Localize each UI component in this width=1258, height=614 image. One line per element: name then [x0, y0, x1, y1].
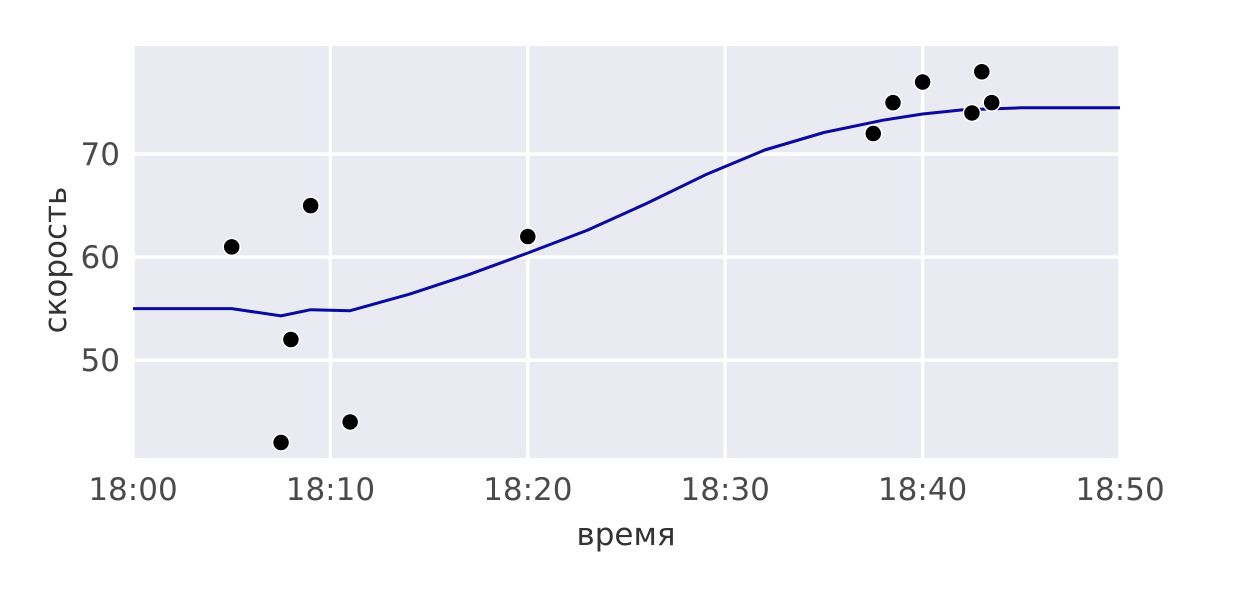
data-point — [222, 237, 241, 257]
data-point — [281, 330, 301, 349]
x-axis-label: время — [576, 517, 675, 553]
y-axis-label: скорость — [38, 187, 74, 334]
data-point — [301, 196, 320, 215]
data-point — [913, 72, 932, 92]
y-tick-label: 50 — [81, 343, 120, 379]
data-point — [271, 433, 291, 452]
x-tick-label: 18:20 — [483, 472, 572, 508]
data-point — [883, 93, 903, 112]
data-point — [982, 93, 1001, 112]
data-point — [972, 62, 992, 81]
data-point — [864, 124, 883, 143]
x-tick-label: 18:00 — [88, 472, 177, 508]
fitted-line — [133, 106, 1120, 318]
y-axis-ticks: 50 60 70 — [81, 137, 120, 379]
x-tick-label: 18:30 — [681, 472, 770, 508]
plot-background — [133, 46, 1120, 458]
x-tick-label: 18:40 — [878, 472, 967, 508]
x-tick-label: 18:10 — [286, 472, 375, 508]
data-point — [962, 103, 982, 123]
data-point — [518, 227, 538, 246]
y-tick-label: 70 — [81, 137, 120, 173]
x-axis-ticks: 18:00 18:10 18:20 18:30 18:40 18:50 — [88, 472, 1164, 508]
x-tick-label: 18:50 — [1075, 472, 1164, 508]
data-point — [340, 412, 360, 432]
y-tick-label: 60 — [81, 240, 120, 276]
fitted-line-layer — [133, 106, 1120, 318]
data-points-layer — [222, 62, 1001, 452]
